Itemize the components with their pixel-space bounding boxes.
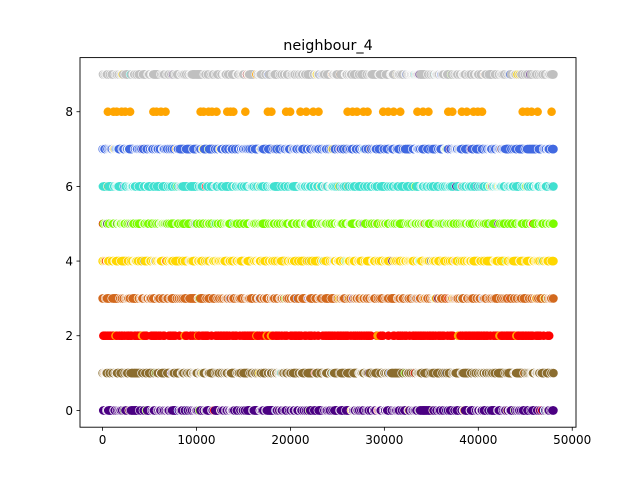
scatter-point [549, 219, 558, 229]
scatter-point [477, 107, 487, 117]
scatter-point [285, 107, 295, 117]
scatter-point [229, 107, 238, 117]
scatter-point [395, 107, 405, 117]
scatter-point [549, 406, 558, 415]
scatter-point [549, 182, 558, 191]
scatter-point [267, 107, 276, 117]
scatter-point [424, 107, 433, 117]
scatter-point [549, 368, 558, 378]
data-points [97, 69, 558, 416]
scatter-point [549, 144, 558, 154]
scatter-point [314, 107, 323, 117]
scatter-point [212, 107, 221, 117]
scatter-point [363, 107, 372, 117]
scatter-point [544, 331, 554, 341]
scatter-point [448, 107, 457, 117]
scatter-point [549, 256, 558, 266]
scatter-point [125, 107, 135, 117]
scatter-point [549, 294, 558, 303]
scatter-point [547, 107, 556, 117]
scatter-point [533, 107, 542, 117]
scatter-point [366, 331, 376, 341]
scatter-point [161, 107, 170, 117]
chart-title: neighbour_4 [283, 38, 373, 54]
scatter-point [241, 107, 250, 117]
